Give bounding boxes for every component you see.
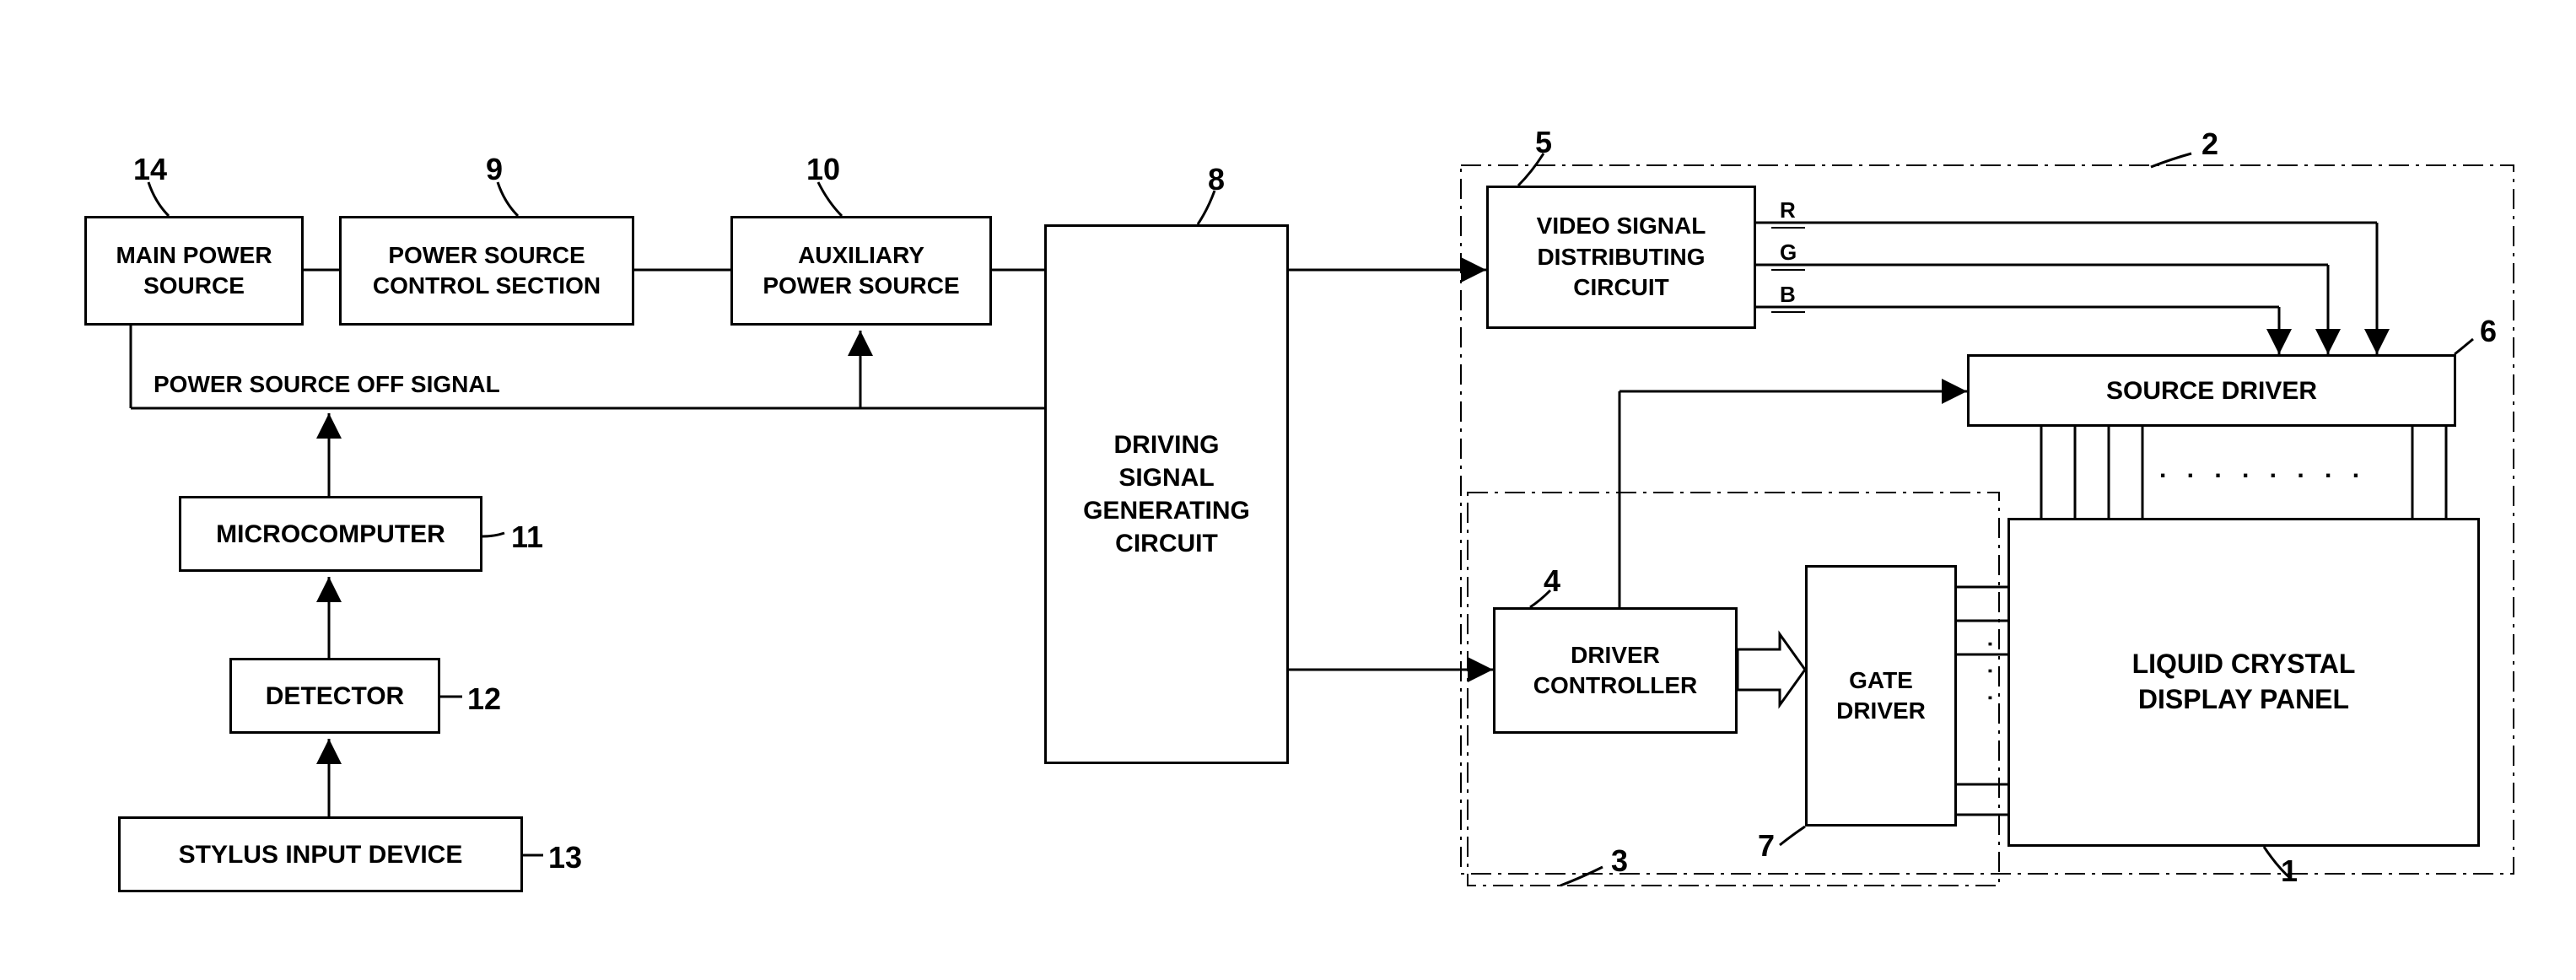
microcomputer-box: MICROCOMPUTER <box>179 496 482 572</box>
main-power-source-box: MAIN POWERSOURCE <box>84 216 304 326</box>
stylus-label: STYLUS INPUT DEVICE <box>179 838 463 871</box>
ref-12: 12 <box>467 681 501 717</box>
detector-box: DETECTOR <box>229 658 440 734</box>
r-label: R <box>1780 197 1796 223</box>
g-label: G <box>1780 240 1797 266</box>
ref-13: 13 <box>548 840 582 875</box>
source-driver-box: SOURCE DRIVER <box>1967 354 2456 427</box>
ref-1: 1 <box>2281 853 2298 889</box>
gate-driver-label: GATEDRIVER <box>1836 665 1926 727</box>
ref-2: 2 <box>2201 127 2218 162</box>
main-power-label: MAIN POWERSOURCE <box>116 240 272 302</box>
ref-9: 9 <box>486 152 503 187</box>
gate-driver-box: GATEDRIVER <box>1805 565 1957 827</box>
ref-8: 8 <box>1208 162 1225 197</box>
driving-signal-box: DRIVINGSIGNALGENERATINGCIRCUIT <box>1044 224 1289 764</box>
aux-power-label: AUXILIARYPOWER SOURCE <box>763 240 959 302</box>
ref-11: 11 <box>511 520 543 555</box>
b-label: B <box>1780 282 1796 308</box>
ref-14: 14 <box>133 152 167 187</box>
driver-controller-box: DRIVERCONTROLLER <box>1493 607 1738 734</box>
ref-10: 10 <box>806 152 840 187</box>
video-distributing-label: VIDEO SIGNALDISTRIBUTINGCIRCUIT <box>1537 211 1706 303</box>
power-off-signal-label: POWER SOURCE OFF SIGNAL <box>154 371 500 398</box>
detector-label: DETECTOR <box>266 680 404 713</box>
stylus-box: STYLUS INPUT DEVICE <box>118 816 523 892</box>
ref-7: 7 <box>1758 828 1775 864</box>
dots-horizontal: . . . . . . . . <box>2159 455 2366 484</box>
ref-3: 3 <box>1611 843 1628 879</box>
ref-6: 6 <box>2480 314 2497 349</box>
lcd-panel-box: LIQUID CRYSTALDISPLAY PANEL <box>2007 518 2480 847</box>
power-control-label: POWER SOURCECONTROL SECTION <box>373 240 601 302</box>
microcomputer-label: MICROCOMPUTER <box>216 518 445 551</box>
driver-controller-label: DRIVERCONTROLLER <box>1533 640 1697 702</box>
power-control-box: POWER SOURCECONTROL SECTION <box>339 216 634 326</box>
aux-power-box: AUXILIARYPOWER SOURCE <box>730 216 992 326</box>
ref-4: 4 <box>1544 563 1560 599</box>
ref-5: 5 <box>1535 125 1552 160</box>
video-distributing-box: VIDEO SIGNALDISTRIBUTINGCIRCUIT <box>1486 186 1756 329</box>
lcd-panel-label: LIQUID CRYSTALDISPLAY PANEL <box>2132 647 2356 717</box>
source-driver-label: SOURCE DRIVER <box>2106 374 2317 407</box>
dots-vertical: · · · <box>1977 641 2003 708</box>
driving-signal-label: DRIVINGSIGNALGENERATINGCIRCUIT <box>1083 428 1250 560</box>
